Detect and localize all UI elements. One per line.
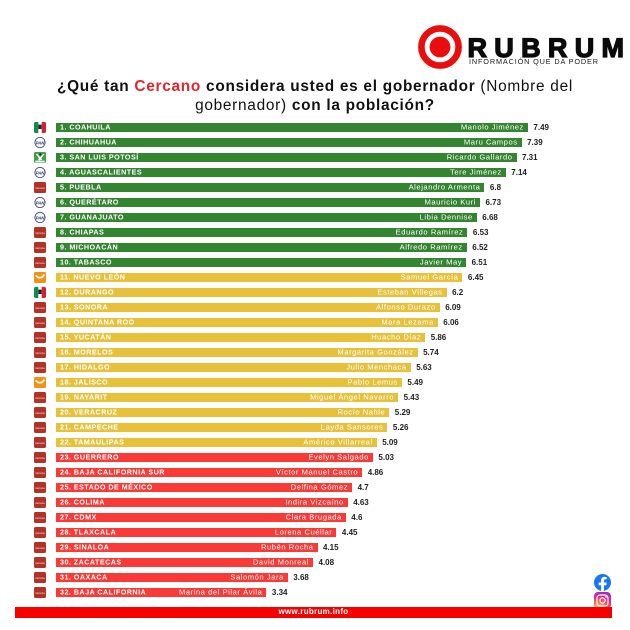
svg-text:morena: morena (35, 395, 45, 399)
svg-text:PAN: PAN (36, 200, 45, 206)
svg-text:morena: morena (35, 575, 45, 579)
svg-text:morena: morena (35, 470, 45, 474)
svg-text:morena: morena (35, 410, 45, 414)
svg-text:morena: morena (35, 335, 45, 339)
svg-text:PAN: PAN (36, 140, 45, 146)
svg-text:morena: morena (35, 500, 45, 504)
svg-text:morena: morena (35, 185, 45, 189)
svg-text:morena: morena (35, 365, 45, 369)
svg-text:morena: morena (35, 245, 45, 249)
svg-text:morena: morena (35, 320, 45, 324)
svg-text:morena: morena (35, 230, 45, 234)
svg-text:morena: morena (35, 515, 45, 519)
svg-text:morena: morena (35, 485, 45, 489)
svg-text:morena: morena (35, 455, 45, 459)
svg-text:morena: morena (35, 350, 45, 354)
svg-text:morena: morena (35, 425, 45, 429)
svg-text:PAN: PAN (36, 215, 45, 221)
svg-text:morena: morena (35, 590, 45, 594)
svg-text:PAN: PAN (36, 170, 45, 176)
svg-text:morena: morena (35, 530, 45, 534)
svg-text:morena: morena (35, 440, 45, 444)
svg-text:morena: morena (35, 305, 45, 309)
svg-text:morena: morena (35, 260, 45, 264)
svg-text:morena: morena (35, 560, 45, 564)
svg-text:morena: morena (35, 545, 45, 549)
